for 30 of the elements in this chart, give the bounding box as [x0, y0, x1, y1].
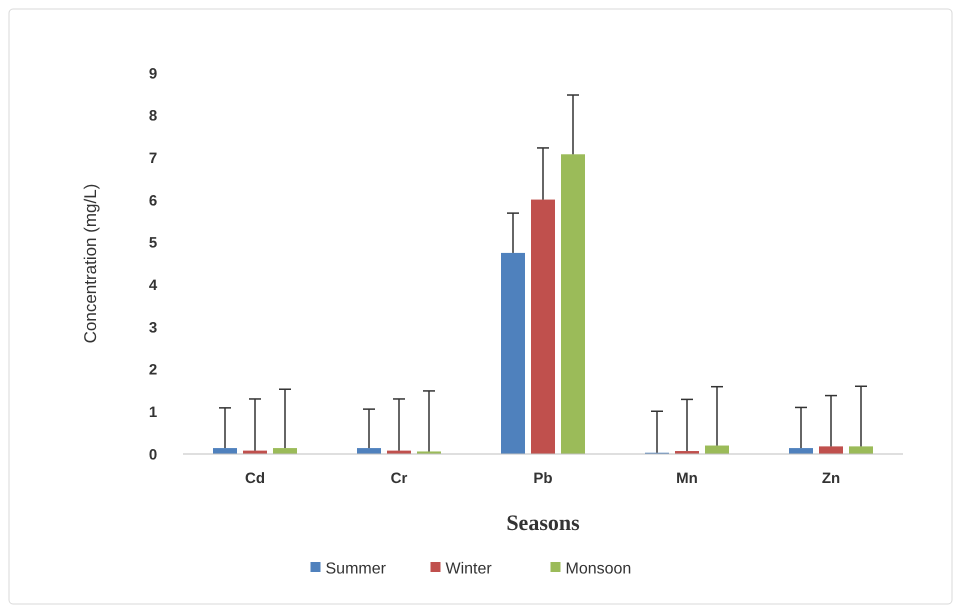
bar — [789, 448, 813, 454]
x-tick-label: Cr — [390, 470, 408, 487]
y-tick-label: 0 — [148, 446, 158, 464]
y-tick-label: 1 — [148, 404, 158, 421]
y-tick-label: 2 — [148, 362, 158, 379]
bar — [849, 446, 873, 454]
y-tick-label: 4 — [148, 276, 158, 294]
bar — [561, 154, 585, 454]
bar — [531, 200, 555, 454]
x-tick-label: Mn — [676, 470, 698, 487]
bar — [273, 448, 297, 454]
x-tick-label: Pb — [533, 470, 553, 487]
bar — [705, 446, 729, 454]
y-tick-label: 3 — [148, 319, 158, 336]
y-tick-label: 7 — [148, 150, 158, 167]
y-axis-title: Concentration (mg/L) — [81, 184, 100, 344]
legend-label: Winter — [446, 560, 492, 578]
bar — [501, 252, 525, 454]
y-tick-label: 8 — [148, 108, 158, 125]
x-axis-title: Seasons — [506, 510, 580, 535]
y-tick-label: 9 — [148, 65, 158, 82]
legend-label: Monsoon — [566, 560, 632, 578]
legend-label: Summer — [326, 560, 387, 578]
bar — [357, 448, 381, 454]
y-tick-label: 5 — [148, 234, 158, 252]
bar — [819, 446, 843, 454]
y-tick-label: 6 — [148, 192, 158, 210]
bar — [213, 448, 237, 454]
x-tick-label: Cd — [245, 470, 265, 487]
x-tick-label: Zn — [822, 470, 840, 487]
